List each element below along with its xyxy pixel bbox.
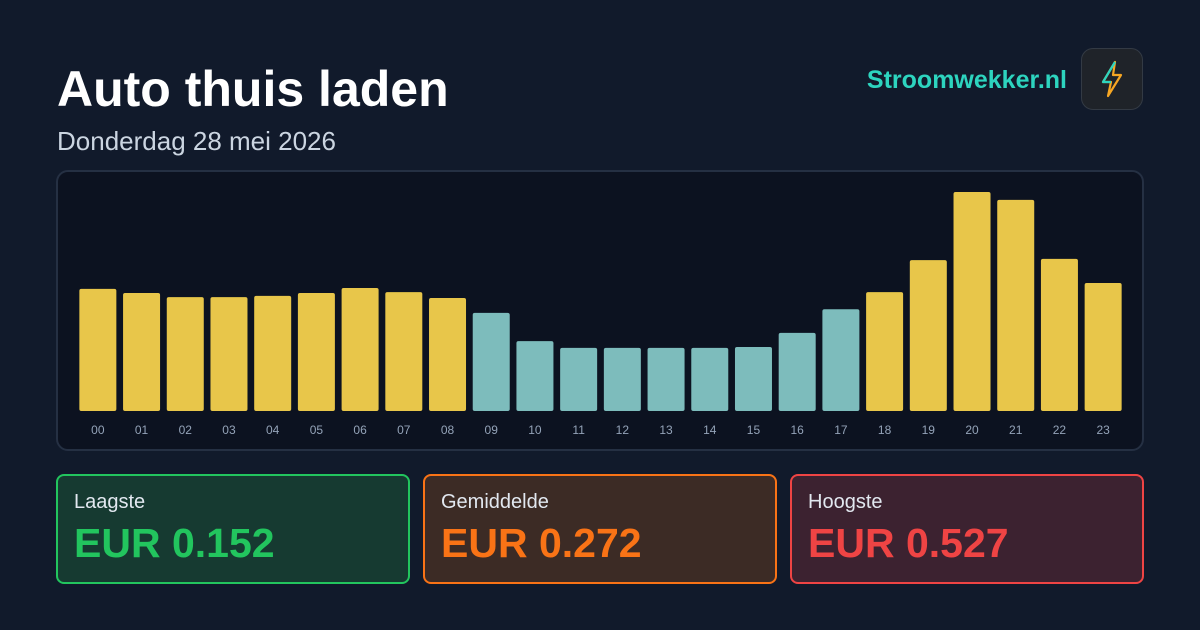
brand[interactable]: Stroomwekker.nl — [866, 66, 1067, 94]
x-tick-label: 22 — [1053, 423, 1067, 437]
x-tick-label: 13 — [659, 423, 673, 437]
bar — [254, 295, 292, 411]
bar — [778, 332, 816, 411]
x-tick-label: 00 — [91, 423, 105, 437]
x-tick-label: 18 — [878, 423, 892, 437]
x-tick-label: 08 — [441, 423, 455, 437]
stat-label: Hoogste — [808, 491, 883, 513]
stat-value: EUR 0.527 — [808, 520, 1009, 566]
stat-card: Gemiddelde EUR 0.272 — [423, 474, 777, 584]
stat-value: EUR 0.152 — [74, 520, 275, 566]
bar — [210, 297, 248, 411]
x-tick-label: 15 — [747, 423, 761, 437]
x-tick-label: 11 — [572, 423, 585, 437]
bar — [909, 260, 947, 411]
bar — [1084, 283, 1122, 411]
x-tick-label: 09 — [485, 423, 499, 437]
bar — [734, 347, 772, 411]
x-tick-label: 03 — [222, 423, 236, 437]
x-tick-label: 04 — [266, 423, 280, 437]
x-tick-label: 20 — [965, 423, 979, 437]
stat-label: Gemiddelde — [441, 491, 549, 513]
stat-card: Hoogste EUR 0.527 — [790, 474, 1144, 584]
x-tick-label: 17 — [834, 423, 848, 437]
x-tick-label: 10 — [528, 423, 542, 437]
bar — [472, 312, 510, 411]
x-tick-label: 02 — [179, 423, 193, 437]
bar — [429, 297, 467, 411]
x-tick-label: 01 — [135, 423, 149, 437]
stat-label: Laagste — [74, 491, 146, 513]
bolt-icon — [1101, 60, 1123, 98]
x-tick-label: 16 — [791, 423, 805, 437]
x-tick-label: 12 — [616, 423, 630, 437]
x-tick-label: 07 — [397, 423, 411, 437]
bar — [647, 347, 685, 411]
bar — [385, 292, 423, 411]
x-tick-label: 19 — [922, 423, 936, 437]
stat-card: Laagste EUR 0.152 — [56, 474, 410, 584]
bar — [297, 292, 335, 411]
bar — [166, 297, 204, 411]
x-tick-label: 21 — [1009, 423, 1023, 437]
logo[interactable] — [1081, 48, 1143, 110]
x-tick-label: 14 — [703, 423, 717, 437]
x-tick-label: 06 — [353, 423, 367, 437]
bar — [603, 347, 641, 411]
bar — [123, 292, 161, 411]
bar — [866, 292, 904, 411]
bar — [953, 192, 991, 411]
bar — [560, 347, 598, 411]
title: Auto thuis laden — [57, 61, 449, 117]
date: Donderdag 28 mei 2026 — [57, 126, 336, 156]
bar — [1040, 258, 1078, 411]
x-tick-label: 23 — [1096, 423, 1110, 437]
bar — [341, 287, 379, 411]
stat-value: EUR 0.272 — [441, 520, 642, 566]
bar — [516, 341, 554, 411]
bar — [997, 199, 1035, 411]
bar — [691, 347, 729, 411]
x-tick-label: 05 — [310, 423, 324, 437]
bar — [79, 288, 117, 411]
bar — [822, 309, 860, 411]
